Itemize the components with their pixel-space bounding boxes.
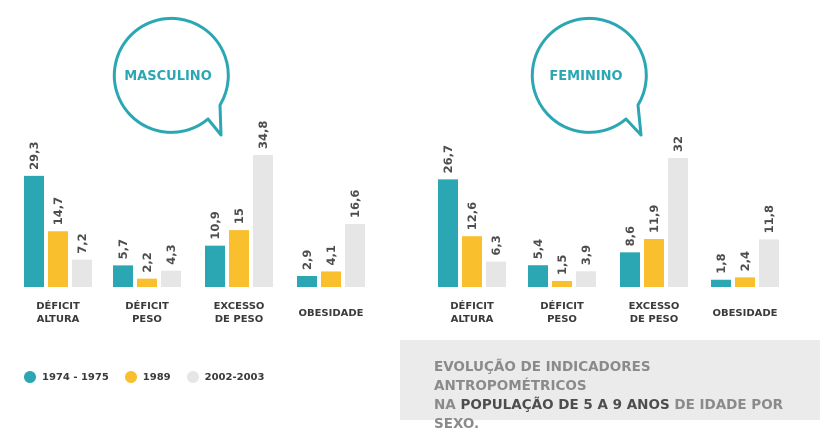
caption-line-2: NA POPULAÇÃO DE 5 A 9 ANOS DE IDADE POR …	[434, 396, 800, 434]
bar	[438, 179, 458, 287]
bar	[72, 259, 92, 287]
legend: 1974 - 1975 1989 2002-2003	[24, 371, 280, 383]
caption-line-2-post: DE IDADE POR SEXO.	[434, 397, 784, 432]
data-label: 29,3	[27, 141, 41, 169]
category-label: OBESIDADE	[712, 308, 777, 319]
data-label: 32	[671, 136, 685, 152]
bar	[552, 280, 572, 287]
panel-title: MASCULINO	[124, 69, 212, 84]
data-label: 1,5	[555, 255, 569, 275]
bar	[462, 236, 482, 287]
data-label: 2,9	[300, 250, 314, 270]
bar	[668, 158, 688, 287]
data-label: 12,6	[465, 202, 479, 230]
bar	[24, 175, 44, 287]
bar	[137, 278, 157, 287]
data-label: 34,8	[256, 121, 270, 149]
legend-swatch-1974-1975	[24, 371, 36, 383]
data-label: 2,4	[738, 251, 752, 271]
bar	[759, 239, 779, 287]
legend-label-1989: 1989	[142, 371, 171, 383]
category-label: EXCESSO	[214, 301, 265, 312]
bar	[48, 231, 68, 287]
bar	[113, 265, 133, 287]
legend-item-1974-1975: 1974 - 1975	[24, 371, 109, 383]
data-label: 5,7	[116, 239, 130, 259]
bar	[528, 265, 548, 287]
category-label: DÉFICIT	[540, 299, 584, 312]
bar	[711, 279, 731, 287]
data-label: 11,8	[762, 205, 776, 233]
data-label: 3,9	[579, 245, 593, 265]
caption-box: EVOLUÇÃO DE INDICADORES ANTROPOMÉTRICOS …	[400, 340, 820, 432]
caption-highlight: POPULAÇÃO DE 5 A 9 ANOS	[460, 397, 670, 413]
bar	[620, 252, 640, 287]
data-label: 6,3	[489, 235, 503, 255]
category-label: DÉFICIT	[450, 299, 494, 312]
caption-line-1: EVOLUÇÃO DE INDICADORES ANTROPOMÉTRICOS	[434, 359, 651, 394]
category-label: DE PESO	[630, 314, 678, 325]
data-label: 11,9	[647, 205, 661, 233]
data-label: 1,8	[714, 253, 728, 273]
data-label: 2,2	[140, 252, 154, 272]
category-label: PESO	[547, 314, 577, 325]
bar	[253, 155, 273, 287]
legend-label-2002-2003: 2002-2003	[204, 371, 265, 383]
legend-swatch-2002-2003	[186, 371, 199, 383]
data-label: 16,6	[348, 190, 362, 218]
bar	[486, 261, 506, 287]
data-label: 8,6	[623, 226, 637, 246]
speech-bubble-masculino	[112, 16, 230, 137]
bar	[576, 271, 596, 287]
legend-label-1974-1975: 1974 - 1975	[42, 371, 109, 383]
bar	[297, 276, 317, 287]
caption-line-2-pre: NA	[434, 397, 461, 413]
bar	[161, 270, 181, 287]
legend-swatch-1989	[124, 371, 137, 383]
category-label: PESO	[132, 314, 162, 325]
bar	[735, 277, 755, 287]
data-label: 4,3	[164, 244, 178, 264]
bar	[205, 245, 225, 287]
data-label: 15	[232, 208, 246, 224]
data-label: 4,1	[324, 245, 338, 265]
category-label: DE PESO	[215, 314, 263, 325]
bar	[345, 224, 365, 287]
data-label: 10,9	[208, 211, 222, 239]
bar	[229, 230, 249, 287]
speech-bubble-feminino	[530, 16, 648, 137]
data-label: 7,2	[75, 233, 89, 253]
category-label: DÉFICIT	[125, 299, 169, 312]
data-label: 5,4	[531, 239, 545, 259]
data-label: 26,7	[441, 145, 455, 173]
bar	[321, 271, 341, 287]
category-label: ALTURA	[37, 314, 80, 325]
panel-title: FEMININO	[549, 69, 622, 84]
legend-item-1989: 1989	[124, 371, 171, 383]
bar	[644, 239, 664, 287]
category-label: DÉFICIT	[36, 299, 80, 312]
category-label: EXCESSO	[629, 301, 680, 312]
data-label: 14,7	[51, 197, 65, 225]
category-label: OBESIDADE	[298, 308, 363, 319]
legend-item-2002-2003: 2002-2003	[186, 371, 265, 383]
category-label: ALTURA	[451, 314, 494, 325]
